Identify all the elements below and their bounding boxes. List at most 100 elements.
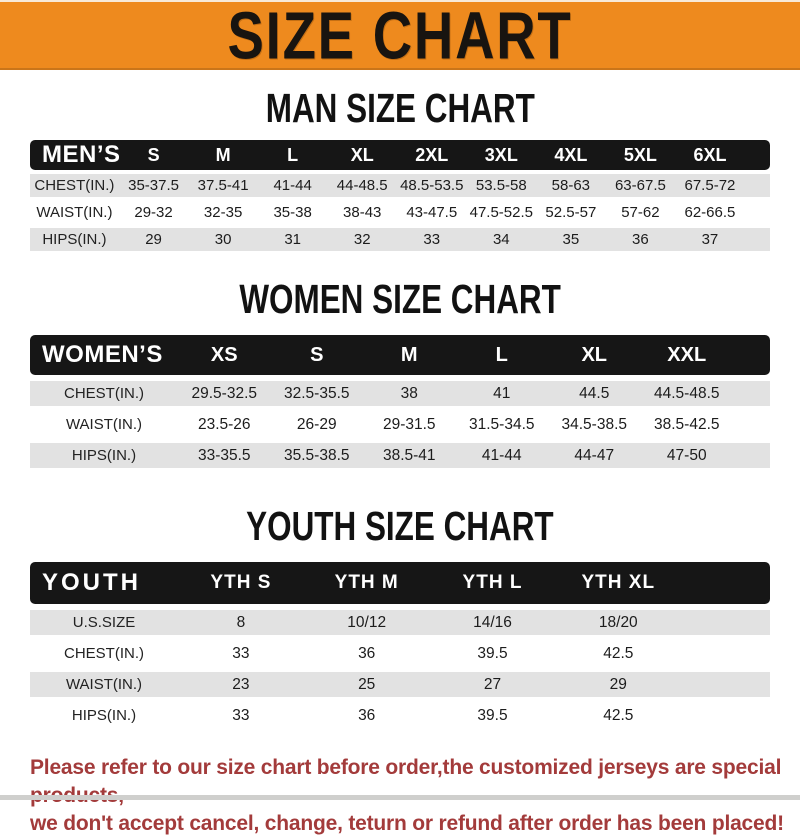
- cell-value: 37.5-41: [188, 174, 258, 197]
- row-label: U.S.SIZE: [30, 610, 178, 635]
- column-header: M: [188, 140, 258, 170]
- cell-value: 31.5-34.5: [455, 412, 548, 437]
- cell-value: 48.5-53.5: [396, 174, 467, 197]
- row-label: WAIST(IN.): [30, 412, 178, 437]
- row-filler: [681, 641, 770, 666]
- cell-value: 8: [178, 610, 304, 635]
- cell-value: 44-48.5: [327, 174, 397, 197]
- table-header-row: MEN’S S M L XL 2XL 3XL 4XL 5XL 6XL: [30, 140, 770, 170]
- table-row: U.S.SIZE 8 10/12 14/16 18/20: [30, 610, 770, 635]
- cell-value: 38.5-42.5: [640, 412, 733, 437]
- table-row: CHEST(IN.) 35-37.5 37.5-41 41-44 44-48.5 48.5…: [30, 174, 770, 197]
- cell-value: 63-67.5: [605, 174, 676, 197]
- cell-value: 14/16: [429, 610, 556, 635]
- table-label: YOUTH: [30, 562, 178, 604]
- row-filler: [744, 228, 770, 251]
- cell-value: 58-63: [536, 174, 606, 197]
- row-label: HIPS(IN.): [30, 228, 119, 251]
- column-header: S: [118, 140, 189, 170]
- column-header: L: [257, 140, 328, 170]
- cell-value: 29.5-32.5: [178, 381, 271, 406]
- cell-value: 41-44: [455, 443, 548, 468]
- youth-section: YOUTH SIZE CHART YOUTH YTH S YTH M YTH L YTH…: [0, 504, 800, 734]
- cell-value: 31: [257, 228, 328, 251]
- column-header: 6XL: [675, 140, 745, 170]
- row-filler: [733, 381, 770, 406]
- cell-value: 29: [555, 672, 682, 697]
- men-section: MAN SIZE CHART MEN’S S M L XL 2XL 3XL 4XL 5XL 6XL…: [0, 85, 800, 255]
- table-row: HIPS(IN.) 33-35.5 35.5-38.5 38.5-41 41-44 44-…: [30, 443, 770, 468]
- cell-value: 32-35: [188, 201, 258, 224]
- cell-value: 33-35.5: [178, 443, 271, 468]
- column-header: YTH S: [178, 562, 304, 604]
- cell-value: 23: [178, 672, 304, 697]
- row-label: WAIST(IN.): [30, 201, 119, 224]
- cell-value: 36: [605, 228, 676, 251]
- column-header: YTH M: [303, 562, 430, 604]
- cell-value: 52.5-57: [536, 201, 606, 224]
- row-filler: [733, 412, 770, 437]
- row-label: WAIST(IN.): [30, 672, 178, 697]
- cell-value: 44-47: [548, 443, 641, 468]
- table-label: MEN’S: [30, 140, 119, 170]
- row-filler: [681, 703, 770, 728]
- cell-value: 44.5-48.5: [640, 381, 733, 406]
- cell-value: 38.5-41: [363, 443, 456, 468]
- header-filler: [733, 335, 770, 375]
- column-header: S: [270, 335, 363, 375]
- women-section: WOMEN SIZE CHART WOMEN’S XS S M L XL XXL CHEST(…: [0, 277, 800, 474]
- cell-value: 41-44: [257, 174, 328, 197]
- cell-value: 62-66.5: [675, 201, 745, 224]
- cell-value: 34: [466, 228, 537, 251]
- cell-value: 47.5-52.5: [466, 201, 537, 224]
- row-filler: [744, 174, 770, 197]
- cell-value: 34.5-38.5: [548, 412, 641, 437]
- table-row: WAIST(IN.) 23 25 27 29: [30, 672, 770, 697]
- men-size-table: MEN’S S M L XL 2XL 3XL 4XL 5XL 6XL CHEST(IN.) 35-37…: [30, 136, 770, 255]
- cell-value: 33: [178, 641, 304, 666]
- column-header: 5XL: [605, 140, 676, 170]
- row-filler: [733, 443, 770, 468]
- cell-value: 26-29: [270, 412, 363, 437]
- row-label: CHEST(IN.): [30, 381, 178, 406]
- cell-value: 42.5: [555, 703, 682, 728]
- row-label: HIPS(IN.): [30, 703, 178, 728]
- cell-value: 23.5-26: [178, 412, 271, 437]
- men-section-heading: MAN SIZE CHART: [0, 85, 800, 131]
- cell-value: 39.5: [429, 703, 556, 728]
- row-filler: [681, 672, 770, 697]
- section-heading-text: MAN SIZE CHART: [265, 85, 535, 131]
- youth-section-heading: YOUTH SIZE CHART: [0, 504, 800, 549]
- cell-value: 38-43: [327, 201, 397, 224]
- cell-value: 53.5-58: [466, 174, 537, 197]
- header-filler: [744, 140, 770, 170]
- cell-value: 36: [303, 641, 430, 666]
- banner-title: SIZE CHART: [227, 0, 573, 74]
- cell-value: 25: [303, 672, 430, 697]
- table-row: HIPS(IN.) 33 36 39.5 42.5: [30, 703, 770, 728]
- column-header: 4XL: [536, 140, 606, 170]
- row-label: HIPS(IN.): [30, 443, 178, 468]
- cell-value: 38: [363, 381, 456, 406]
- table-row: CHEST(IN.) 29.5-32.5 32.5-35.5 38 41 44.5 44.5…: [30, 381, 770, 406]
- cell-value: 29-32: [118, 201, 189, 224]
- cell-value: 27: [429, 672, 556, 697]
- cell-value: 47-50: [640, 443, 733, 468]
- column-header: YTH L: [429, 562, 556, 604]
- cell-value: 29-31.5: [363, 412, 456, 437]
- cell-value: 67.5-72: [675, 174, 745, 197]
- cell-value: 33: [178, 703, 304, 728]
- cell-value: 37: [675, 228, 745, 251]
- cell-value: 35-38: [257, 201, 328, 224]
- header-filler: [681, 562, 770, 604]
- row-label: CHEST(IN.): [30, 174, 119, 197]
- column-header: XS: [178, 335, 271, 375]
- table-label: WOMEN’S: [30, 335, 178, 375]
- column-header: XL: [327, 140, 397, 170]
- cell-value: 30: [188, 228, 258, 251]
- table-header-row: WOMEN’S XS S M L XL XXL: [30, 335, 770, 375]
- row-label: CHEST(IN.): [30, 641, 178, 666]
- women-section-heading: WOMEN SIZE CHART: [0, 277, 800, 322]
- bottom-border: [0, 795, 800, 800]
- table-row: WAIST(IN.) 29-32 32-35 35-38 38-43 43-47.5 47.…: [30, 201, 770, 224]
